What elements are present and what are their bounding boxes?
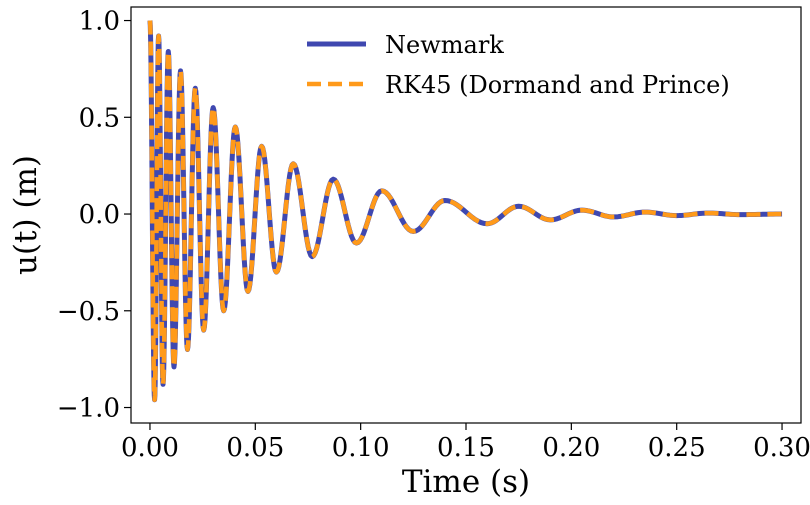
plot-area <box>130 6 802 424</box>
y-tick-label: 1.0 <box>79 7 120 37</box>
x-tick-label: 0.25 <box>648 433 706 463</box>
y-tick-label: 0.5 <box>79 103 120 133</box>
series-line-1 <box>147 20 783 403</box>
x-tick-label: 0.10 <box>332 433 390 463</box>
y-axis-ticks: −1.0 −0.5 0.0 0.5 1.0 <box>57 7 131 424</box>
legend-label-newmark: Newmark <box>385 31 504 59</box>
series-layer <box>147 20 783 403</box>
x-axis-title: Time (s) <box>402 464 530 500</box>
x-tick-label: 0.15 <box>437 433 495 463</box>
y-tick-label: 0.0 <box>79 200 120 230</box>
legend: Newmark RK45 (Dormand and Prince) <box>307 31 730 99</box>
y-tick-label: −1.0 <box>57 394 120 424</box>
legend-label-rk45: RK45 (Dormand and Prince) <box>385 71 730 99</box>
x-tick-label: 0.30 <box>753 433 810 463</box>
y-tick-label: −0.5 <box>57 297 120 327</box>
x-axis-ticks: 0.00 0.05 0.10 0.15 0.20 0.25 0.30 <box>121 423 810 463</box>
x-tick-label: 0.00 <box>121 433 179 463</box>
x-tick-label: 0.20 <box>542 433 600 463</box>
x-tick-label: 0.05 <box>226 433 284 463</box>
y-axis-title: u(t) (m) <box>8 155 44 275</box>
